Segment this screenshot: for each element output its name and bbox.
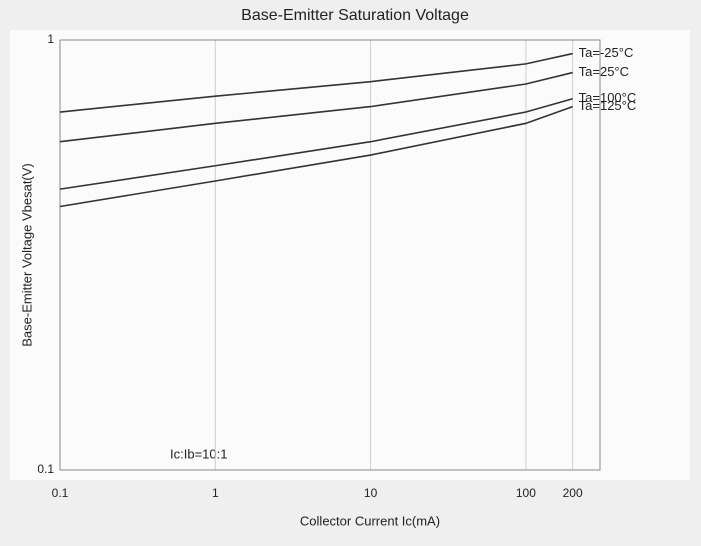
annotation: Ic:Ib=10:1: [170, 446, 227, 461]
series-label: Ta=100°C: [579, 90, 637, 105]
series-line: [59, 52, 573, 113]
x-tick-label: 0.1: [52, 486, 69, 500]
series-label: Ta=-25°C: [579, 45, 634, 60]
y-axis-label: Base-Emitter Voltage Vbesat(V): [19, 163, 34, 347]
plot-frame: [59, 39, 601, 471]
x-tick-label: 10: [364, 486, 378, 500]
x-axis-label: Collector Current Ic(mA): [300, 513, 440, 528]
series-line: [59, 71, 573, 143]
chart-title: Base-Emitter Saturation Voltage: [241, 7, 469, 24]
x-tick-label: 200: [563, 486, 583, 500]
series-line: [59, 98, 573, 190]
x-tick-label: 100: [516, 486, 536, 500]
series-label: Ta=125°C: [579, 98, 637, 113]
y-tick-label: 1: [47, 32, 54, 46]
x-tick-label: 1: [212, 486, 219, 500]
y-tick-label: 0.1: [37, 462, 54, 476]
series-label: Ta=25°C: [579, 64, 629, 79]
series-line: [59, 105, 573, 208]
